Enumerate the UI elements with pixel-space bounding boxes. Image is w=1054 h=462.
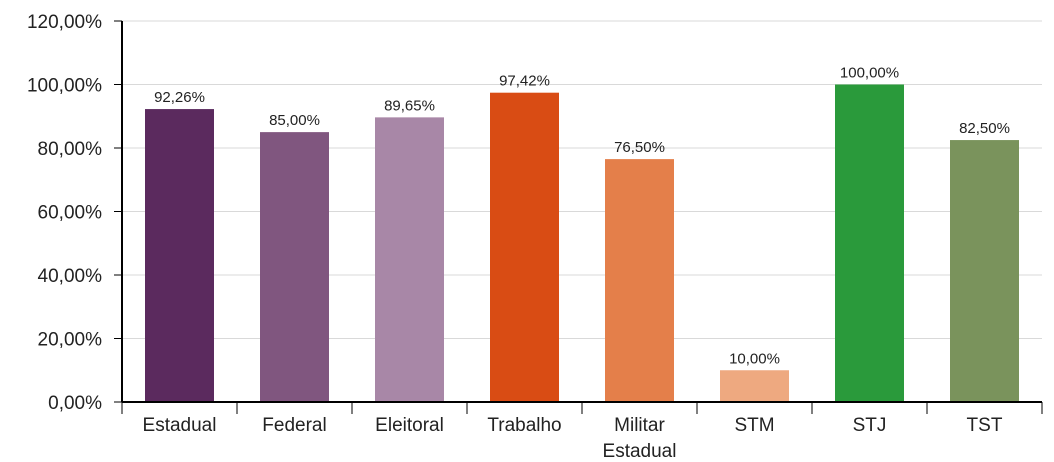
bar: [490, 92, 559, 402]
y-tick-label: 40,00%: [38, 266, 103, 287]
bar: [605, 159, 674, 402]
y-tick-label: 0,00%: [48, 393, 102, 414]
x-tick-label: STM: [734, 415, 774, 436]
x-tick-label: Estadual: [603, 441, 677, 462]
x-tick-label: STJ: [853, 415, 887, 436]
data-label: 89,65%: [384, 97, 435, 114]
data-label: 97,42%: [499, 73, 550, 90]
x-tick-label: TST: [967, 415, 1003, 436]
axes: 0,00% 20,00% 40,00% 60,00% 80,00% 100,00% 120,…: [27, 12, 1043, 462]
bars: [145, 84, 1019, 403]
bar: [720, 370, 789, 402]
data-labels: 92,26% 85,00% 89,65% 97,42% 76,50% 10,00% 100,…: [154, 65, 1010, 368]
y-tick-label: 100,00%: [27, 76, 102, 97]
bar: [260, 132, 329, 402]
bar: [835, 84, 904, 402]
y-tick-label: 120,00%: [27, 12, 102, 33]
data-label: 10,00%: [729, 350, 780, 367]
bar: [145, 109, 214, 403]
bar: [375, 117, 444, 402]
y-tick-label: 20,00%: [38, 330, 103, 351]
data-label: 85,00%: [269, 112, 320, 129]
y-tick-label: 60,00%: [38, 203, 103, 224]
y-tick-label: 80,00%: [38, 139, 103, 160]
x-tick-label: Trabalho: [487, 415, 561, 436]
x-tick-label: Eleitoral: [375, 415, 444, 436]
data-label: 100,00%: [840, 65, 899, 82]
x-tick-label: Estadual: [143, 415, 217, 436]
x-tick-label: Federal: [262, 415, 326, 436]
data-label: 92,26%: [154, 89, 205, 106]
x-tick-label: Militar: [614, 415, 665, 436]
data-label: 82,50%: [959, 120, 1010, 137]
data-label: 76,50%: [614, 139, 665, 156]
bar: [950, 140, 1019, 402]
